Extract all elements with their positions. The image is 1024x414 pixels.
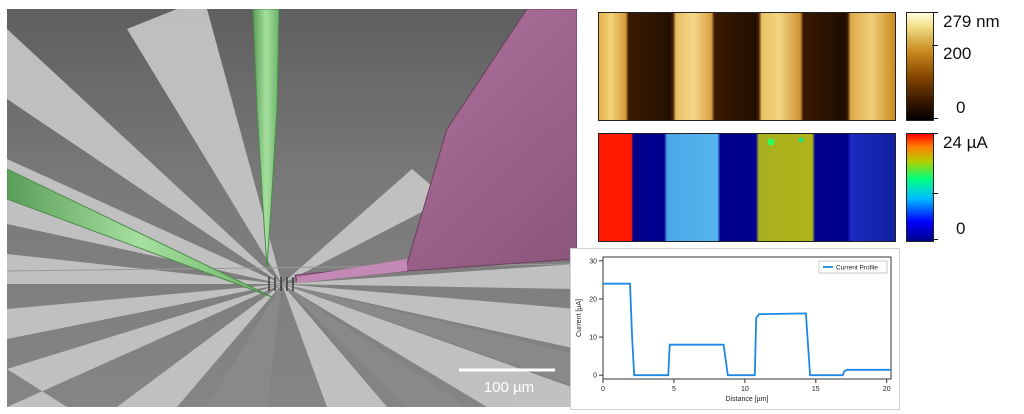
afm-height-ticks [932, 12, 940, 119]
afm-height-max-label: 279 nm [943, 12, 1000, 31]
current-profile-chart: 0 5 10 15 20 0 10 20 30 Distance [µm] Current [µA]… [570, 248, 900, 410]
x-tick-label: 15 [812, 386, 820, 393]
sem-image-graphic [7, 9, 577, 407]
current-max-label: 24 µA [943, 133, 988, 152]
afm-height-map [598, 12, 896, 121]
x-tick-label: 10 [741, 386, 749, 393]
device-array [268, 277, 294, 291]
series-line-current-profile [603, 282, 891, 377]
x-tick-label: 5 [672, 386, 676, 393]
y-tick-label: 10 [589, 335, 597, 342]
x-axis-label: Distance [µm] [726, 396, 769, 403]
plot-frame [602, 256, 892, 380]
afm-height-mid-label: 200 [943, 44, 972, 63]
green-probe-top [252, 9, 280, 268]
y-axis-label: Current [µA] [576, 299, 583, 337]
current-profile-svg: 0 5 10 15 20 0 10 20 30 Distance [µm] Current [µA]… [576, 256, 892, 403]
legend-label: Current Profile [836, 265, 878, 272]
y-tick-label: 20 [589, 296, 597, 303]
scale-bar-label: 100 µm [483, 379, 535, 396]
y-tick-label: 30 [589, 258, 597, 265]
x-tick-label: 0 [601, 386, 605, 393]
current-colorbar-ticks [932, 133, 940, 240]
x-tick-label: 20 [883, 386, 891, 393]
sem-image: 100 µm [7, 9, 577, 407]
current-min-label: 0 [956, 219, 966, 238]
purple-probe-tip [297, 259, 407, 283]
current-colorbar [906, 133, 934, 242]
electrode-fan-dark [207, 284, 577, 407]
current-map-noise [759, 134, 819, 154]
y-tick-label: 0 [593, 373, 597, 380]
green-probe-left [7, 168, 273, 298]
legend-box [818, 260, 888, 274]
current-map [598, 133, 896, 242]
afm-height-min-label: 0 [956, 98, 966, 117]
afm-height-colorbar [906, 12, 934, 121]
